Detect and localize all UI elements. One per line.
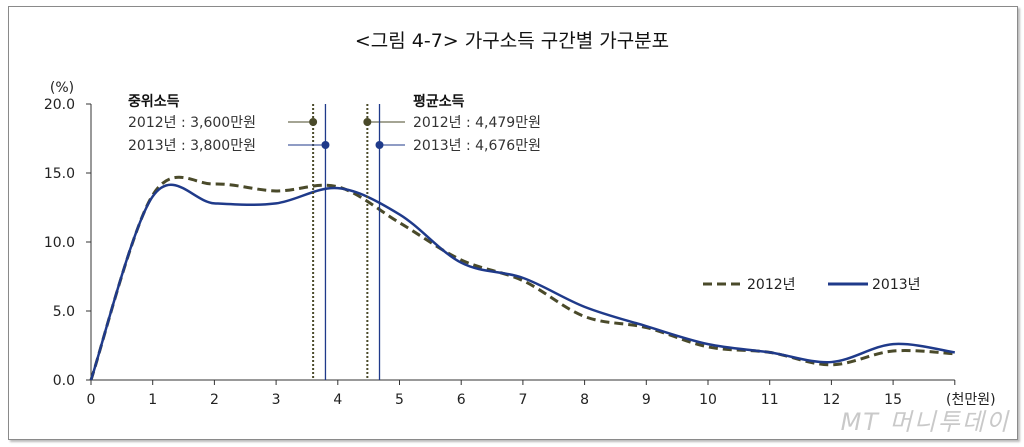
mean-label: 2012년 : 4,479만원 (413, 115, 541, 131)
series-line-2013년 (89, 183, 955, 381)
x-tick-label: 4 (333, 392, 342, 408)
y-tick-label: 0.0 (53, 373, 75, 389)
legend-label: 2012년 (747, 277, 796, 293)
median-label: 2012년 : 3,600만원 (128, 115, 256, 131)
x-tick-label: 5 (395, 392, 404, 408)
mean-heading: 평균소득 (413, 93, 465, 110)
series-line-2012년 (89, 175, 955, 381)
median-marker (321, 141, 330, 149)
x-tick-label: 7 (518, 392, 527, 408)
legend-label: 2013년 (872, 277, 921, 293)
y-tick-label: 10.0 (44, 235, 75, 251)
x-tick-label: 10 (699, 392, 717, 408)
x-tick-label: 3 (272, 392, 281, 408)
median-marker (309, 118, 318, 126)
median-label: 2013년 : 3,800만원 (128, 138, 256, 154)
mean-label: 2013년 : 4,676만원 (413, 138, 541, 154)
y-tick-label: 5.0 (53, 304, 75, 320)
watermark-logo: MT 머니투데이 (840, 408, 1010, 436)
chart-title: <그림 4-7> 가구소득 구간별 가구분포 (354, 30, 670, 52)
y-axis-label: (%) (50, 80, 74, 96)
x-axis-label: (천만원) (946, 392, 996, 408)
y-tick-label: 20.0 (44, 97, 75, 113)
x-tick-label: 6 (457, 392, 466, 408)
x-tick-label: 12 (822, 392, 840, 408)
x-tick-label: 1 (148, 392, 157, 408)
y-tick-label: 15.0 (44, 166, 75, 182)
mean-marker (375, 141, 384, 149)
x-tick-label: 15 (884, 392, 902, 408)
x-tick-label: 11 (761, 392, 779, 408)
x-tick-label: 0 (87, 392, 96, 408)
x-tick-label: 9 (642, 392, 651, 408)
x-tick-label: 8 (580, 392, 589, 408)
median-heading: 중위소득 (128, 94, 180, 110)
x-tick-label: 2 (210, 392, 219, 408)
mean-marker (363, 118, 372, 126)
chart-frame (8, 6, 1018, 440)
